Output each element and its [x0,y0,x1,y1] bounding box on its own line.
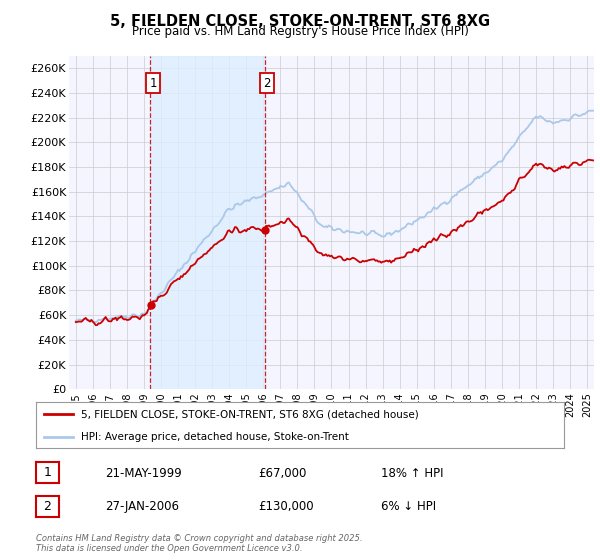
Text: 1: 1 [149,77,157,90]
Text: £130,000: £130,000 [258,500,314,514]
Text: HPI: Average price, detached house, Stoke-on-Trent: HPI: Average price, detached house, Stok… [81,432,349,441]
Text: 18% ↑ HPI: 18% ↑ HPI [381,466,443,480]
Text: 1: 1 [43,466,52,479]
Text: 21-MAY-1999: 21-MAY-1999 [105,466,182,480]
Text: 5, FIELDEN CLOSE, STOKE-ON-TRENT, ST6 8XG (detached house): 5, FIELDEN CLOSE, STOKE-ON-TRENT, ST6 8X… [81,409,419,419]
Text: 2: 2 [263,77,271,90]
Text: 27-JAN-2006: 27-JAN-2006 [105,500,179,514]
Text: 5, FIELDEN CLOSE, STOKE-ON-TRENT, ST6 8XG: 5, FIELDEN CLOSE, STOKE-ON-TRENT, ST6 8X… [110,14,490,29]
Bar [151,56,265,389]
Text: 2: 2 [43,500,52,513]
Text: 6% ↓ HPI: 6% ↓ HPI [381,500,436,514]
Text: Price paid vs. HM Land Registry's House Price Index (HPI): Price paid vs. HM Land Registry's House … [131,25,469,38]
Text: Contains HM Land Registry data © Crown copyright and database right 2025.
This d: Contains HM Land Registry data © Crown c… [36,534,362,553]
Text: £67,000: £67,000 [258,466,307,480]
